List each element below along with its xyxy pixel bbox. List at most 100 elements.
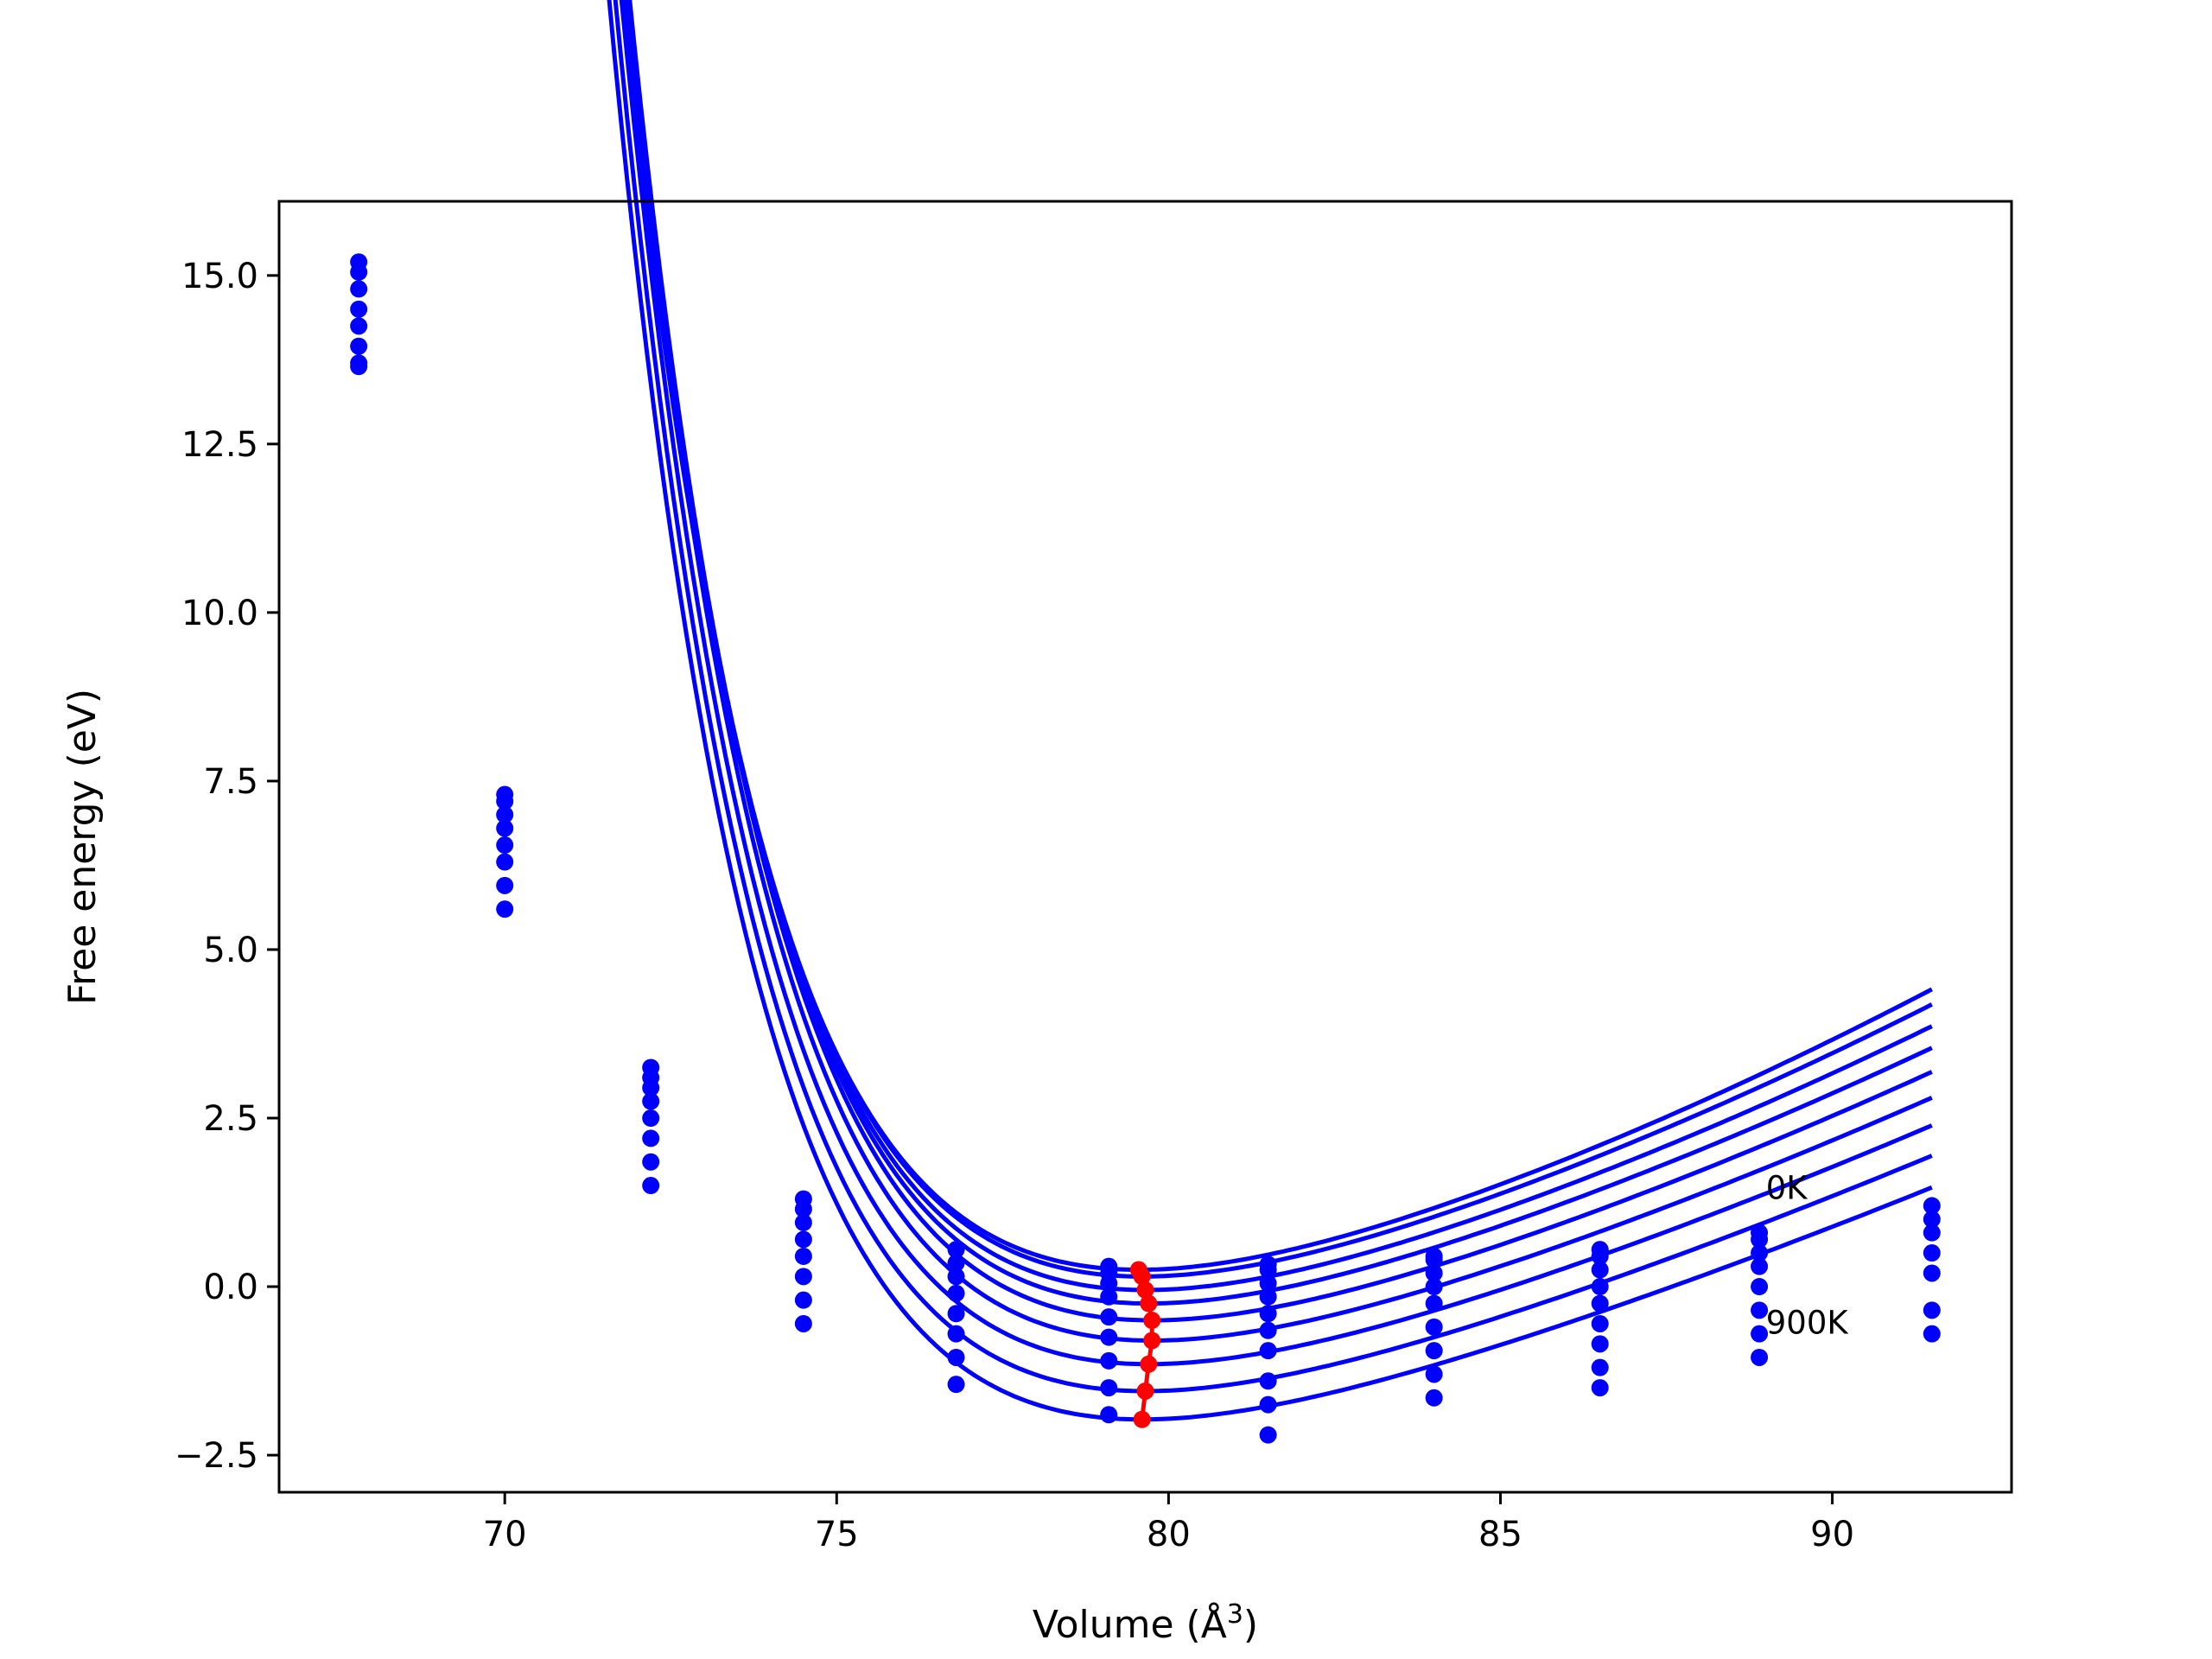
data-point	[794, 1314, 812, 1332]
data-point	[642, 1153, 660, 1171]
data-point	[1923, 1197, 1941, 1215]
data-point	[947, 1284, 965, 1302]
data-point	[350, 337, 368, 355]
data-point	[794, 1200, 812, 1218]
data-point	[642, 1177, 660, 1195]
data-point	[1751, 1301, 1769, 1319]
minima-series	[1129, 1261, 1161, 1428]
data-point	[1425, 1318, 1443, 1336]
data-point	[1259, 1321, 1277, 1339]
y-tick-label: 2.5	[203, 1099, 258, 1139]
data-point	[1100, 1287, 1118, 1306]
data-point	[1751, 1348, 1769, 1366]
data-point	[1923, 1325, 1941, 1343]
data-point	[1259, 1274, 1277, 1293]
y-tick-label: 15.0	[181, 257, 258, 296]
minimum-point	[1140, 1355, 1158, 1373]
data-point	[794, 1268, 812, 1286]
y-tick-label: 12.5	[181, 425, 258, 465]
data-point	[947, 1348, 965, 1366]
minimum-point	[1136, 1382, 1154, 1400]
data-point	[1259, 1426, 1277, 1444]
data-point	[1259, 1342, 1277, 1360]
data-point	[496, 900, 514, 918]
data-point	[947, 1325, 965, 1343]
x-axis-label-main: Volume (Å	[1033, 1601, 1227, 1647]
data-point	[1591, 1358, 1609, 1376]
data-point	[1100, 1406, 1118, 1424]
data-point	[642, 1109, 660, 1128]
y-axis-ticks: −2.5 0.0 2.5 5.0 7.5 10.0 12.5 15.0	[175, 257, 279, 1476]
data-point	[1591, 1261, 1609, 1279]
data-point	[350, 358, 368, 376]
x-tick-label: 85	[1478, 1515, 1522, 1554]
y-axis-label: Free energy (eV)	[60, 689, 105, 1005]
data-point	[947, 1305, 965, 1323]
data-point	[1100, 1308, 1118, 1326]
data-point	[496, 836, 514, 855]
data-point	[1100, 1351, 1118, 1370]
x-axis-label-suffix: )	[1243, 1603, 1258, 1647]
data-point	[1259, 1305, 1277, 1323]
y-tick-label: −2.5	[175, 1436, 258, 1476]
data-point	[1259, 1261, 1277, 1279]
minimum-point	[1133, 1410, 1151, 1428]
data-point	[350, 300, 368, 318]
data-point	[1591, 1314, 1609, 1332]
data-point	[1751, 1230, 1769, 1249]
data-point	[350, 280, 368, 298]
data-point	[794, 1247, 812, 1265]
minimum-point	[1143, 1332, 1161, 1350]
data-point	[350, 263, 368, 281]
data-point	[496, 876, 514, 894]
minimum-point	[1136, 1281, 1154, 1299]
temperature-annotation: 0K	[1766, 1170, 1809, 1207]
data-point	[1425, 1278, 1443, 1296]
data-point	[1425, 1294, 1443, 1313]
y-tick-label: 5.0	[203, 931, 258, 970]
data-point	[1591, 1294, 1609, 1313]
y-tick-label: 7.5	[203, 762, 258, 802]
y-tick-label: 10.0	[181, 594, 258, 633]
data-point	[1259, 1287, 1277, 1306]
data-point	[496, 792, 514, 810]
x-axis-label-superscript: 3	[1227, 1599, 1243, 1630]
minimum-point	[1133, 1268, 1151, 1286]
data-points	[350, 253, 1941, 1444]
data-point	[1591, 1278, 1609, 1296]
y-tick-label: 0.0	[203, 1268, 258, 1307]
data-point	[1923, 1224, 1941, 1242]
data-point	[1100, 1328, 1118, 1346]
data-point	[794, 1230, 812, 1249]
x-tick-label: 70	[483, 1515, 527, 1554]
data-point	[1425, 1250, 1443, 1268]
data-point	[496, 853, 514, 871]
data-point	[496, 805, 514, 823]
data-point	[794, 1213, 812, 1231]
data-point	[642, 1078, 660, 1096]
data-point	[1923, 1301, 1941, 1319]
data-point	[1425, 1342, 1443, 1360]
data-point	[1425, 1389, 1443, 1407]
data-point	[1751, 1257, 1769, 1275]
data-point	[1259, 1372, 1277, 1390]
data-point	[1751, 1278, 1769, 1296]
data-point	[1591, 1247, 1609, 1265]
data-point	[1591, 1335, 1609, 1353]
annotations: 0K 900K	[1766, 1170, 1850, 1342]
data-point	[794, 1291, 812, 1309]
data-point	[1923, 1211, 1941, 1229]
data-point	[1751, 1325, 1769, 1343]
data-point	[947, 1268, 965, 1286]
data-point	[947, 1254, 965, 1272]
data-point	[1591, 1379, 1609, 1397]
data-point	[1100, 1274, 1118, 1293]
x-tick-label: 75	[815, 1515, 859, 1554]
data-point	[1751, 1244, 1769, 1262]
data-point	[1259, 1395, 1277, 1414]
x-tick-label: 80	[1147, 1515, 1191, 1554]
data-point	[496, 819, 514, 837]
data-point	[1923, 1264, 1941, 1282]
data-point	[1923, 1244, 1941, 1262]
